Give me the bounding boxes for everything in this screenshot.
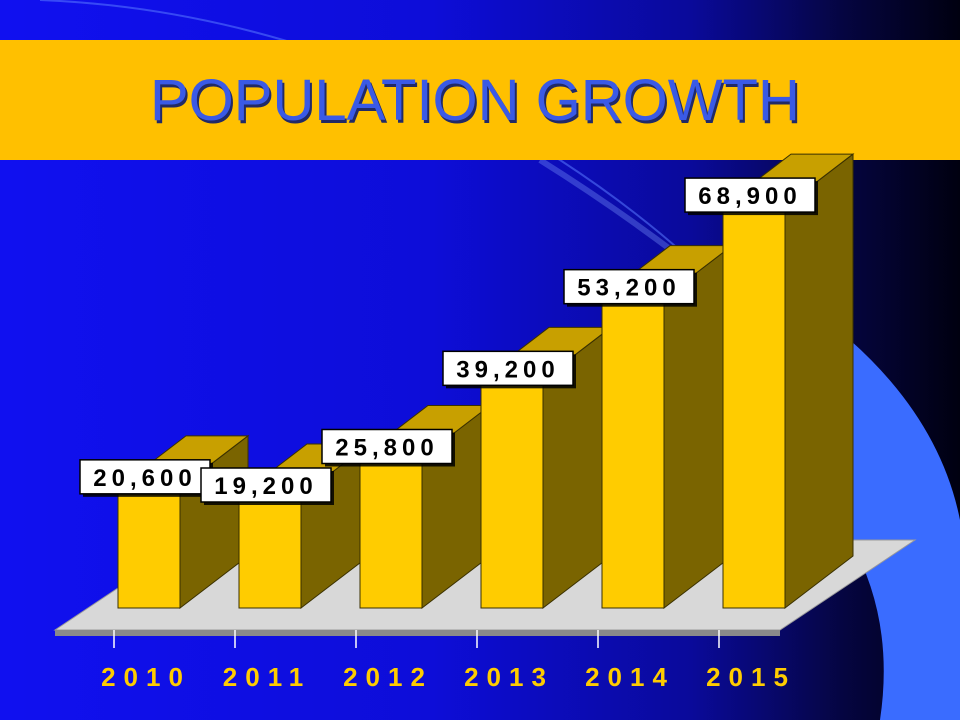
data-label: 25,800 — [321, 428, 455, 467]
accent-shape — [850, 340, 960, 720]
x-tick-label: 2012 — [343, 662, 433, 692]
data-label: 20,600 — [79, 459, 213, 497]
bar — [359, 457, 423, 609]
data-label: 53,200 — [563, 268, 697, 307]
x-tick-label: 2015 — [706, 662, 796, 692]
slide-title: POPULATION GROWTH — [150, 68, 800, 133]
data-label-text: 53,200 — [577, 275, 680, 302]
x-tick-label: 2011 — [223, 662, 311, 692]
bar — [480, 378, 544, 609]
data-label-text: 68,900 — [698, 183, 801, 210]
bar — [117, 487, 181, 609]
data-label-box — [563, 268, 695, 305]
data-label-text: 19,200 — [214, 473, 317, 500]
data-label-text: 39,200 — [456, 356, 559, 383]
x-tick-label: 2013 — [464, 662, 554, 692]
chart-floor-edge — [55, 630, 780, 636]
bar-2013 — [479, 326, 613, 610]
bar — [238, 495, 302, 609]
data-label-box — [79, 459, 211, 495]
bar-side — [784, 153, 854, 610]
data-label: 68,900 — [684, 177, 818, 216]
data-label-box — [442, 350, 574, 387]
bar — [722, 205, 786, 609]
data-label-text: 20,600 — [93, 465, 196, 492]
bar-2015 — [721, 153, 855, 610]
data-label: 19,200 — [200, 467, 334, 505]
data-label-box — [684, 177, 816, 213]
data-label-text: 25,800 — [335, 435, 438, 462]
data-label-box — [321, 428, 453, 465]
x-tick-label: 2014 — [585, 662, 675, 692]
title-band — [0, 40, 960, 160]
x-tick-label: 2010 — [101, 662, 191, 692]
bar — [601, 297, 665, 609]
data-label-box — [200, 467, 332, 503]
data-label: 39,200 — [442, 350, 576, 389]
